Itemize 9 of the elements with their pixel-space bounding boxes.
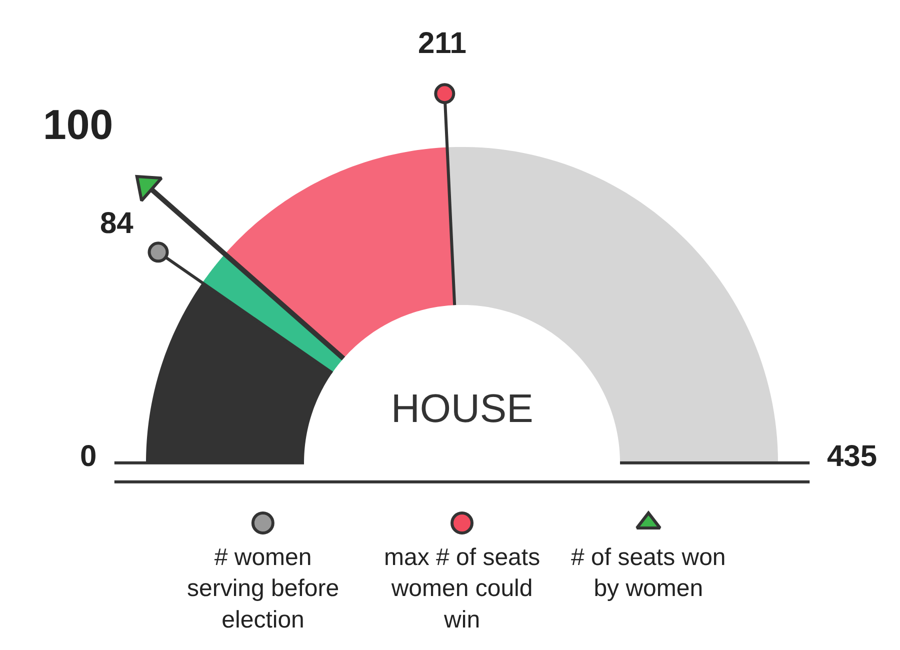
text: 100 — [43, 101, 114, 148]
text: # women serving before election — [187, 544, 340, 634]
text: 0 — [80, 440, 97, 473]
text: 84 — [100, 207, 134, 240]
text: max # of seats women could win — [384, 544, 540, 634]
text: HOUSE — [391, 387, 534, 431]
text: 435 — [827, 440, 878, 473]
text: # of seats won by women — [571, 544, 726, 602]
text: 211 — [418, 27, 466, 60]
